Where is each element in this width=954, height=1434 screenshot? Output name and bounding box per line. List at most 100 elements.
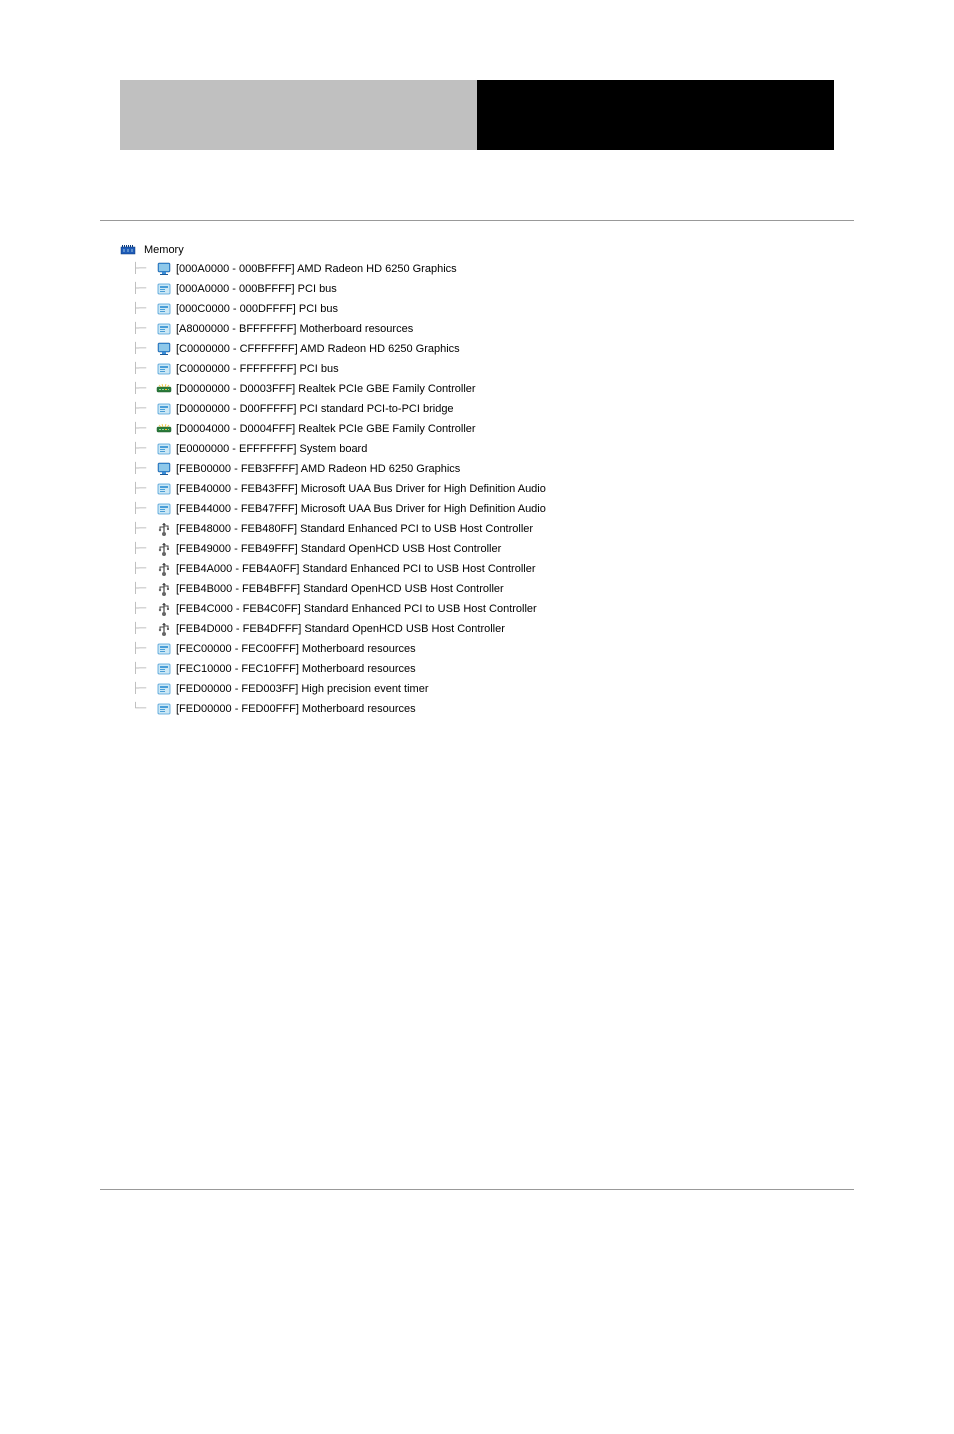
tree-item-label: [E0000000 - EFFFFFFF] System board — [176, 440, 367, 458]
tree-connector: ├─ — [132, 400, 156, 418]
memory-tree: Memory ├─ [000A0000 - 000BFFFF] AMD Rade… — [120, 241, 954, 719]
tree-connector: ├─ — [132, 300, 156, 318]
memory-icon — [120, 242, 136, 258]
tree-item-label: [FED00000 - FED00FFF] Motherboard resour… — [176, 700, 416, 718]
tree-item-label: [D0000000 - D0003FFF] Realtek PCIe GBE F… — [176, 380, 476, 398]
tree-item[interactable]: ├─ [A8000000 - BFFFFFFF] Motherboard res… — [132, 319, 954, 339]
network-icon — [156, 421, 172, 437]
tree-item-label: [FEB4A000 - FEB4A0FF] Standard Enhanced … — [176, 560, 536, 578]
tree-connector: ├─ — [132, 640, 156, 658]
tree-connector: ├─ — [132, 560, 156, 578]
header-left-panel — [120, 80, 477, 150]
tree-root-label: Memory — [144, 244, 184, 256]
system-icon — [156, 281, 172, 297]
network-icon — [156, 381, 172, 397]
tree-item[interactable]: ├─ [D0004000 - D0004FFF] Realtek PCIe GB… — [132, 419, 954, 439]
tree-item[interactable]: ├─ [FEB40000 - FEB43FFF] Microsoft UAA B… — [132, 479, 954, 499]
tree-item-label: [FEB00000 - FEB3FFFF] AMD Radeon HD 6250… — [176, 460, 460, 478]
tree-item[interactable]: ├─ [FEB00000 - FEB3FFFF] AMD Radeon HD 6… — [132, 459, 954, 479]
tree-item[interactable]: ├─ [C0000000 - CFFFFFFF] AMD Radeon HD 6… — [132, 339, 954, 359]
usb-icon — [156, 581, 172, 597]
tree-item[interactable]: ├─ [FEC10000 - FEC10FFF] Motherboard res… — [132, 659, 954, 679]
tree-item[interactable]: ├─ [C0000000 - FFFFFFFF] PCI bus — [132, 359, 954, 379]
tree-item-label: [FEB4D000 - FEB4DFFF] Standard OpenHCD U… — [176, 620, 505, 638]
system-icon — [156, 441, 172, 457]
tree-item-label: [D0000000 - D00FFFFF] PCI standard PCI-t… — [176, 400, 454, 418]
usb-icon — [156, 621, 172, 637]
tree-connector: ├─ — [132, 420, 156, 438]
tree-item-label: [000C0000 - 000DFFFF] PCI bus — [176, 300, 338, 318]
tree-item[interactable]: └─ [FED00000 - FED00FFF] Motherboard res… — [132, 699, 954, 719]
tree-item[interactable]: ├─ [000A0000 - 000BFFFF] AMD Radeon HD 6… — [132, 259, 954, 279]
tree-connector: ├─ — [132, 260, 156, 278]
system-icon — [156, 501, 172, 517]
tree-item-label: [FEB4C000 - FEB4C0FF] Standard Enhanced … — [176, 600, 537, 618]
tree-item[interactable]: ├─ [FEB4A000 - FEB4A0FF] Standard Enhanc… — [132, 559, 954, 579]
system-icon — [156, 661, 172, 677]
tree-item[interactable]: ├─ [E0000000 - EFFFFFFF] System board — [132, 439, 954, 459]
tree-item-label: [FEB49000 - FEB49FFF] Standard OpenHCD U… — [176, 540, 501, 558]
top-divider — [100, 220, 854, 221]
system-icon — [156, 681, 172, 697]
tree-item-label: [000A0000 - 000BFFFF] AMD Radeon HD 6250… — [176, 260, 457, 278]
header-right-panel — [477, 80, 834, 150]
tree-item[interactable]: ├─ [000C0000 - 000DFFFF] PCI bus — [132, 299, 954, 319]
tree-item[interactable]: ├─ [FEB48000 - FEB480FF] Standard Enhanc… — [132, 519, 954, 539]
tree-item-label: [FEB44000 - FEB47FFF] Microsoft UAA Bus … — [176, 500, 546, 518]
usb-icon — [156, 521, 172, 537]
display-icon — [156, 461, 172, 477]
system-icon — [156, 361, 172, 377]
tree-item[interactable]: ├─ [FEC00000 - FEC00FFF] Motherboard res… — [132, 639, 954, 659]
tree-item-label: [FED00000 - FED003FF] High precision eve… — [176, 680, 429, 698]
tree-connector: ├─ — [132, 280, 156, 298]
system-icon — [156, 321, 172, 337]
system-icon — [156, 481, 172, 497]
display-icon — [156, 261, 172, 277]
tree-connector: ├─ — [132, 520, 156, 538]
bottom-divider — [100, 1189, 854, 1190]
tree-root-memory[interactable]: Memory — [120, 241, 954, 259]
system-icon — [156, 401, 172, 417]
tree-item-label: [D0004000 - D0004FFF] Realtek PCIe GBE F… — [176, 420, 476, 438]
tree-connector: ├─ — [132, 580, 156, 598]
tree-item-label: [FEB4B000 - FEB4BFFF] Standard OpenHCD U… — [176, 580, 504, 598]
tree-item[interactable]: ├─ [FEB44000 - FEB47FFF] Microsoft UAA B… — [132, 499, 954, 519]
tree-item[interactable]: ├─ [D0000000 - D00FFFFF] PCI standard PC… — [132, 399, 954, 419]
tree-item[interactable]: ├─ [FEB4D000 - FEB4DFFF] Standard OpenHC… — [132, 619, 954, 639]
tree-connector: ├─ — [132, 320, 156, 338]
tree-item[interactable]: ├─ [D0000000 - D0003FFF] Realtek PCIe GB… — [132, 379, 954, 399]
tree-connector: ├─ — [132, 360, 156, 378]
tree-item-label: [FEC10000 - FEC10FFF] Motherboard resour… — [176, 660, 416, 678]
header-area — [0, 80, 954, 150]
display-icon — [156, 341, 172, 357]
tree-connector: ├─ — [132, 500, 156, 518]
tree-item[interactable]: ├─ [FEB4C000 - FEB4C0FF] Standard Enhanc… — [132, 599, 954, 619]
tree-connector: ├─ — [132, 380, 156, 398]
tree-item-label: [FEB48000 - FEB480FF] Standard Enhanced … — [176, 520, 533, 538]
tree-connector: ├─ — [132, 460, 156, 478]
tree-item[interactable]: ├─ [FED00000 - FED003FF] High precision … — [132, 679, 954, 699]
tree-connector: ├─ — [132, 680, 156, 698]
tree-connector: ├─ — [132, 340, 156, 358]
tree-connector: └─ — [132, 700, 156, 718]
tree-connector: ├─ — [132, 440, 156, 458]
tree-item-label: [A8000000 - BFFFFFFF] Motherboard resour… — [176, 320, 413, 338]
tree-item[interactable]: ├─ [FEB4B000 - FEB4BFFF] Standard OpenHC… — [132, 579, 954, 599]
usb-icon — [156, 541, 172, 557]
tree-item-label: [C0000000 - FFFFFFFF] PCI bus — [176, 360, 339, 378]
tree-item[interactable]: ├─ [FEB49000 - FEB49FFF] Standard OpenHC… — [132, 539, 954, 559]
tree-connector: ├─ — [132, 540, 156, 558]
system-icon — [156, 701, 172, 717]
tree-item-label: [000A0000 - 000BFFFF] PCI bus — [176, 280, 337, 298]
tree-items-container: ├─ [000A0000 - 000BFFFF] AMD Radeon HD 6… — [120, 259, 954, 719]
tree-item[interactable]: ├─ [000A0000 - 000BFFFF] PCI bus — [132, 279, 954, 299]
tree-connector: ├─ — [132, 620, 156, 638]
usb-icon — [156, 561, 172, 577]
tree-item-label: [FEC00000 - FEC00FFF] Motherboard resour… — [176, 640, 416, 658]
system-icon — [156, 301, 172, 317]
tree-connector: ├─ — [132, 600, 156, 618]
usb-icon — [156, 601, 172, 617]
system-icon — [156, 641, 172, 657]
tree-connector: ├─ — [132, 480, 156, 498]
tree-item-label: [C0000000 - CFFFFFFF] AMD Radeon HD 6250… — [176, 340, 460, 358]
